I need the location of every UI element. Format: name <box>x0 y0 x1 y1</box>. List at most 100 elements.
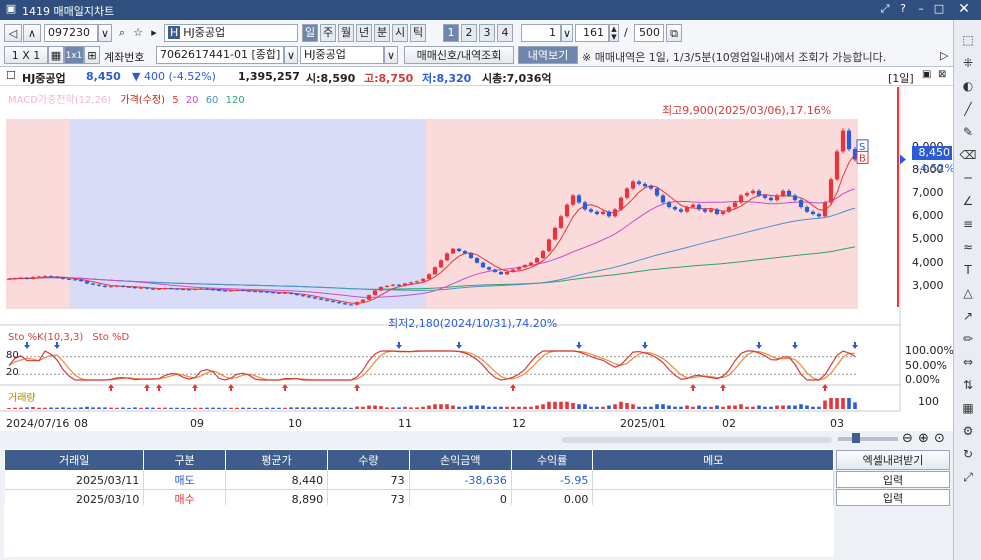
compare-icon[interactable]: ⇅ <box>962 378 974 392</box>
quote-checkbox[interactable]: ☐ <box>6 69 16 82</box>
period-tab-3[interactable]: 년 <box>356 24 372 42</box>
signal-query-button[interactable]: 매매신호/내역조회 <box>404 46 514 64</box>
input-button-1[interactable]: 입력 <box>836 471 950 488</box>
zoom-slider[interactable] <box>838 437 898 441</box>
pattern-icon[interactable]: ≈ <box>962 240 974 254</box>
shape-icon[interactable]: △ <box>963 286 973 300</box>
favorite-star-icon[interactable]: ☆ <box>133 26 143 39</box>
copy-icon[interactable]: ⧉ <box>666 24 682 42</box>
settings-icon[interactable]: ⚙ <box>962 424 974 438</box>
column-header-4[interactable]: 손익금액 <box>408 449 512 471</box>
volume-bar <box>13 407 17 409</box>
volume-bar <box>583 404 587 409</box>
search-icon[interactable]: ⌕ <box>118 26 126 39</box>
zoom-in-icon[interactable]: ⊕ <box>918 431 929 446</box>
period-tab-4[interactable]: 분 <box>374 24 390 42</box>
volume-bar <box>247 407 251 409</box>
scroll-right-icon[interactable]: ▷ <box>940 49 949 62</box>
text-icon[interactable]: T <box>964 263 972 277</box>
candle-body <box>192 289 198 291</box>
expand-icon[interactable]: ▸ <box>151 26 157 39</box>
close-icon[interactable]: ✕ <box>958 1 970 17</box>
stock-dropdown-icon[interactable]: ∨ <box>384 46 398 64</box>
candle-body <box>438 260 444 268</box>
code-dropdown-icon[interactable]: ∨ <box>98 24 112 42</box>
column-header-6[interactable]: 메모 <box>592 449 834 471</box>
account-dropdown-icon[interactable]: ∨ <box>284 46 298 64</box>
period-tab-0[interactable]: 일 <box>302 24 318 42</box>
count-input[interactable]: 161 <box>575 24 609 42</box>
grid-icon[interactable]: ▦ <box>48 46 64 64</box>
period-tab-1[interactable]: 주 <box>320 24 336 42</box>
refresh-icon[interactable]: ↻ <box>962 447 974 461</box>
interval-dropdown-icon[interactable]: ∨ <box>561 24 573 42</box>
up-arrow-button[interactable]: ∧ <box>23 24 41 42</box>
drawing-toolbar: ⬚ ⁜ ◐ ╱ ✎ ⌫ ─ ∠ ≡ ≈ T △ ↗ ✏ ⇔ ⇅ ▦ ⚙ ↻ ⤢ <box>953 20 981 560</box>
link-icon[interactable]: ⤢ <box>880 2 890 15</box>
excel-download-button[interactable]: 엑셀내려받기 <box>836 450 950 470</box>
period-tab-6[interactable]: 틱 <box>410 24 426 42</box>
single-layout-icon[interactable]: 1x1 <box>64 46 84 64</box>
measure-icon[interactable]: ⇔ <box>962 355 974 369</box>
maximize-icon[interactable]: □ <box>933 2 945 15</box>
volume-bar <box>829 398 833 409</box>
count-stepper[interactable]: ▲ ▼ <box>609 24 619 42</box>
table-icon[interactable]: ⊞ <box>84 46 100 64</box>
stock-select[interactable]: HJ중공업 <box>300 46 384 64</box>
eraser-icon[interactable]: ⌫ <box>959 148 977 162</box>
pointer-icon[interactable]: ⬚ <box>962 33 974 47</box>
prev-stock-button[interactable]: ◁ <box>4 24 22 42</box>
arrow-icon[interactable]: ↗ <box>962 309 974 323</box>
pen-icon[interactable]: ✎ <box>962 125 974 139</box>
candle-body <box>534 258 540 263</box>
magnet-icon[interactable]: ◐ <box>962 79 974 93</box>
candle-body <box>504 271 510 275</box>
fibonacci-icon[interactable]: ≡ <box>962 217 974 231</box>
input-button-2[interactable]: 입력 <box>836 489 950 506</box>
help-icon[interactable]: ? <box>900 2 906 15</box>
minimize-icon[interactable]: – <box>918 2 924 15</box>
angle-icon[interactable]: ∠ <box>962 194 974 208</box>
chart-close-icon[interactable]: ⊠ <box>938 69 947 80</box>
account-select[interactable]: 7062617441-01 [종합] <box>156 46 284 64</box>
candle-body <box>138 287 144 289</box>
volume-bar <box>241 407 245 409</box>
period-badge: [1일] <box>888 72 914 85</box>
number-tab-2[interactable]: 3 <box>479 24 495 42</box>
column-header-0[interactable]: 거래일 <box>3 449 145 471</box>
candle-body <box>372 290 378 296</box>
zoom-slider-handle[interactable] <box>852 433 860 443</box>
candle-body <box>780 190 786 196</box>
chart-restore-icon[interactable]: ▣ <box>922 69 932 80</box>
scroll-track[interactable] <box>562 437 832 443</box>
candle-body <box>540 251 546 259</box>
candle-body <box>498 271 504 275</box>
expand-icon[interactable]: ⤢ <box>963 470 973 484</box>
cross-icon[interactable]: ⁜ <box>962 56 974 70</box>
period-tab-5[interactable]: 시 <box>392 24 408 42</box>
brush-icon[interactable]: ✏ <box>962 332 974 346</box>
number-tab-1[interactable]: 2 <box>461 24 477 42</box>
column-header-1[interactable]: 구분 <box>143 449 226 471</box>
period-tab-2[interactable]: 월 <box>338 24 354 42</box>
history-view-button[interactable]: 내역보기 <box>518 46 578 64</box>
zoom-out-icon[interactable]: ⊖ <box>902 431 913 446</box>
column-header-3[interactable]: 수량 <box>327 449 410 471</box>
trendline-icon[interactable]: ╱ <box>964 102 972 116</box>
column-header-2[interactable]: 평균가 <box>224 449 329 471</box>
candle-body <box>276 292 282 294</box>
column-header-5[interactable]: 수익률 <box>510 449 594 471</box>
stock-code-input[interactable]: 097230 <box>44 24 98 42</box>
total-count-field[interactable]: 500 <box>634 24 664 42</box>
zoom-reset-icon[interactable]: ⊙ <box>934 431 945 446</box>
number-tab-0[interactable]: 1 <box>443 24 459 42</box>
chart-canvas[interactable]: SB <box>0 67 953 432</box>
number-tab-3[interactable]: 4 <box>497 24 513 42</box>
volume-bar <box>307 407 311 409</box>
period-icon[interactable]: ▦ <box>962 401 974 415</box>
interval-input[interactable]: 1 <box>521 24 561 42</box>
table-row[interactable]: 2025/03/11 매도 8,440 73 -38,636 -5.95 <box>4 470 834 490</box>
grid-layout-button[interactable]: 1 X 1 <box>4 46 48 64</box>
line-icon[interactable]: ─ <box>964 171 972 185</box>
